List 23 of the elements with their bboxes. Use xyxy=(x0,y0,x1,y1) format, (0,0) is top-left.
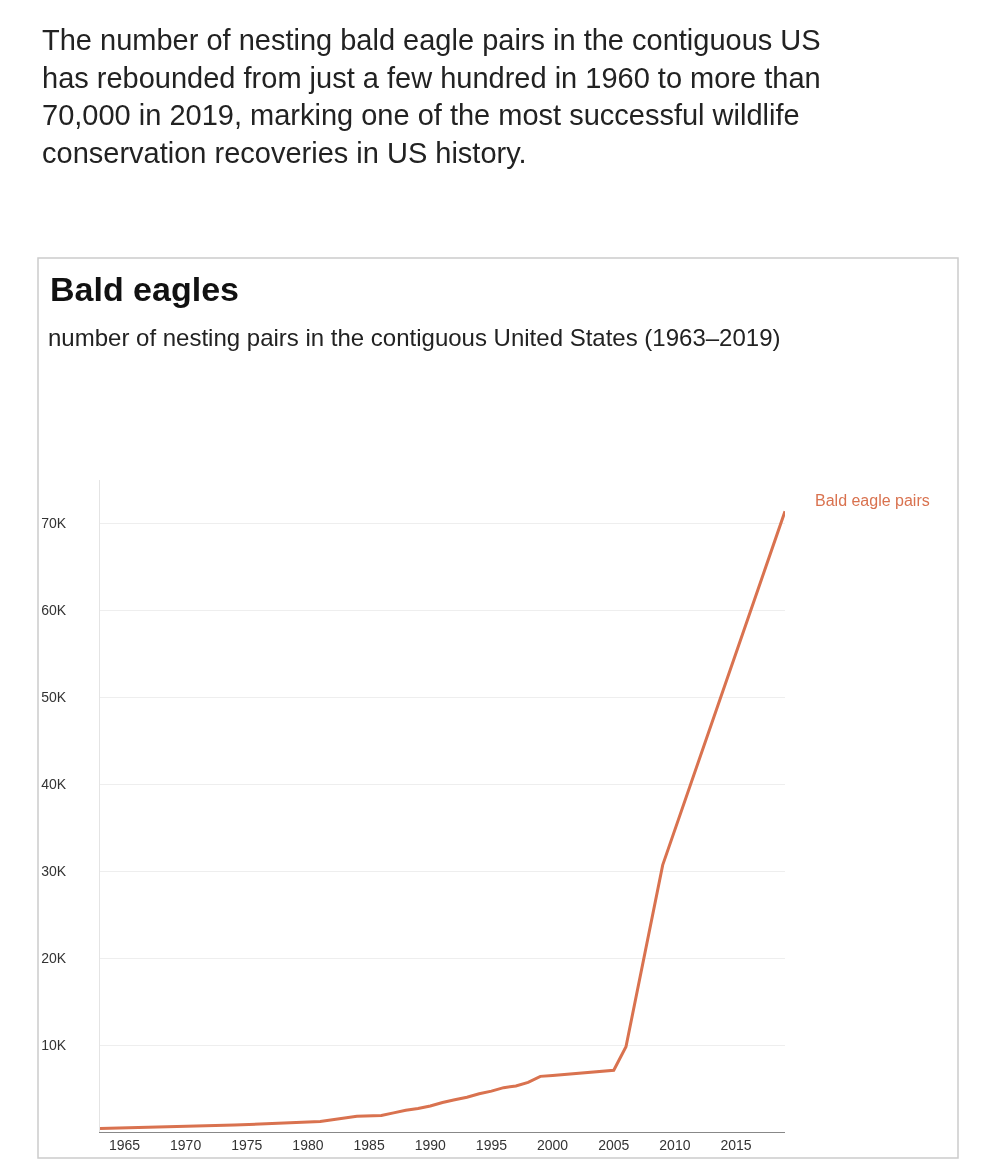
x-tick-label: 1980 xyxy=(292,1136,324,1153)
chart-subtitle: number of nesting pairs in the contiguous United States (1963–2019) xyxy=(48,324,781,351)
y-tick-label: 40K xyxy=(41,776,67,793)
line-series xyxy=(100,509,785,1131)
y-tick-label: 70K xyxy=(41,515,67,532)
text: The number of nesting bald eagle pairs in the contiguous US has rebounded from just a few hundred in 1960 to more than 70,000 in 2019, marking one of the most successful wildlife conservation recoveries in US history. xyxy=(42,24,821,170)
y-tick-label: 60K xyxy=(41,602,67,619)
x-tick-label: 1970 xyxy=(170,1136,202,1153)
x-tick-label: 1990 xyxy=(414,1136,447,1153)
series-label: Bald eagle pairs xyxy=(815,492,930,509)
x-tick-label: 1995 xyxy=(475,1136,508,1153)
y-tick-label: 20K xyxy=(41,950,67,967)
y-tick-label: 10K xyxy=(41,1036,67,1053)
x-tick-label: 2010 xyxy=(659,1136,691,1153)
x-tick-label: 2015 xyxy=(720,1136,752,1153)
y-tick-label: 50K xyxy=(41,689,67,706)
x-tick-label: 1975 xyxy=(231,1136,263,1153)
x-tick-label: 1985 xyxy=(353,1136,385,1153)
x-tick-label: 1965 xyxy=(108,1136,141,1153)
x-tick-label: 2000 xyxy=(537,1136,569,1153)
y-tick-label: 30K xyxy=(41,863,67,880)
chart-title: Bald eagles xyxy=(50,270,239,308)
x-tick-label: 2005 xyxy=(598,1136,630,1153)
